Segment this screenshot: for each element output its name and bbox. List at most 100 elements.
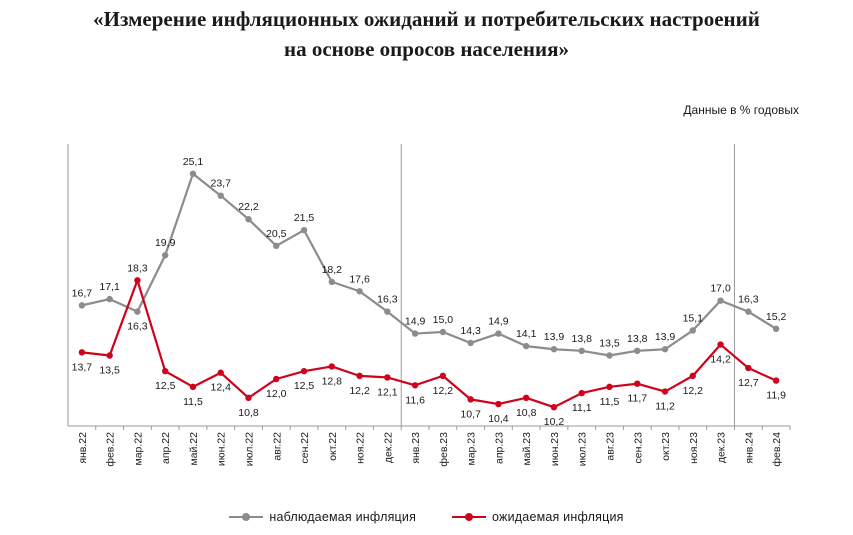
- data-point-expected: [300, 367, 308, 375]
- data-label-expected: 11,5: [600, 396, 620, 408]
- data-point-expected: [161, 367, 169, 375]
- data-label-expected: 11,9: [766, 390, 786, 402]
- data-point-observed: [522, 342, 530, 350]
- data-label-expected: 11,7: [627, 393, 647, 405]
- data-point-observed: [606, 352, 613, 359]
- data-point-observed: [328, 278, 336, 286]
- data-point-expected: [411, 382, 419, 389]
- data-point-observed: [273, 242, 280, 250]
- data-label-expected: 12,0: [266, 388, 287, 400]
- data-label-expected: 12,4: [211, 382, 232, 394]
- data-point-observed: [661, 346, 669, 353]
- x-tick-label: июл.22: [244, 432, 256, 466]
- data-label-observed: 20,5: [266, 228, 287, 240]
- data-point-expected: [356, 372, 363, 380]
- legend-item-observed: наблюдаемая инфляция: [229, 510, 416, 524]
- data-label-expected: 13,5: [99, 365, 120, 377]
- data-point-observed: [717, 297, 724, 304]
- x-tick-label: авг.22: [271, 432, 283, 461]
- data-point-expected: [439, 372, 447, 380]
- data-point-observed: [300, 226, 308, 234]
- data-label-observed: 21,5: [294, 212, 315, 224]
- legend-swatch-expected: [452, 511, 487, 523]
- data-label-observed: 14,1: [516, 328, 537, 340]
- x-tick-label: окт.22: [327, 432, 339, 461]
- data-label-expected: 18,3: [127, 262, 148, 274]
- data-point-observed: [384, 308, 391, 315]
- data-point-expected: [745, 364, 752, 372]
- data-point-observed: [634, 347, 641, 354]
- data-point-observed: [161, 252, 169, 259]
- data-label-expected: 11,2: [655, 401, 675, 413]
- x-tick-label: дек.22: [382, 432, 394, 463]
- data-point-observed: [217, 192, 224, 199]
- chart-title-line1: «Измерение инфляционных ожиданий и потре…: [93, 7, 760, 31]
- legend-label-observed: наблюдаемая инфляция: [269, 510, 417, 524]
- data-point-observed: [245, 216, 252, 223]
- data-label-observed: 16,3: [738, 294, 759, 306]
- data-label-observed: 23,7: [211, 178, 232, 190]
- data-label-observed: 17,0: [710, 283, 731, 295]
- data-point-observed: [689, 327, 697, 334]
- data-label-observed: 13,5: [599, 338, 620, 350]
- data-label-expected: 12,8: [322, 375, 343, 387]
- series-line-expected: [81, 279, 777, 409]
- legend-label-expected: ожидаемая инфляция: [492, 510, 624, 524]
- data-point-observed: [550, 346, 558, 353]
- x-tick-label: мар.22: [132, 432, 144, 466]
- x-tick-label: апр.23: [493, 432, 505, 464]
- data-point-expected: [689, 372, 697, 380]
- x-tick-label: янв.22: [77, 432, 89, 464]
- x-tick-label: ноя.23: [688, 432, 700, 464]
- x-tick-label: янв.23: [410, 432, 422, 464]
- data-label-expected: 11,5: [183, 396, 203, 408]
- data-point-expected: [578, 389, 585, 397]
- x-tick-label: янв.24: [743, 432, 755, 464]
- data-point-expected: [550, 404, 558, 411]
- chart-title: «Измерение инфляционных ожиданий и потре…: [0, 4, 853, 64]
- data-label-expected: 14,2: [710, 354, 731, 366]
- data-point-expected: [717, 341, 724, 348]
- data-point-expected: [606, 383, 613, 391]
- x-tick-label: ноя.22: [355, 432, 367, 464]
- data-label-expected: 12,5: [155, 380, 176, 392]
- data-point-observed: [745, 308, 752, 315]
- units-note: Данные в % годовых: [683, 103, 799, 117]
- data-point-expected: [467, 396, 474, 403]
- data-point-observed: [189, 170, 197, 177]
- data-label-expected: 12,5: [294, 380, 315, 392]
- series-line-observed: [81, 172, 777, 357]
- data-point-expected: [273, 375, 280, 383]
- chart-title-line2: на основе опросов населения»: [284, 37, 569, 61]
- data-point-expected: [328, 363, 336, 370]
- data-label-expected: 11,6: [405, 394, 425, 406]
- data-label-observed: 16,3: [127, 321, 148, 333]
- legend-item-expected: ожидаемая инфляция: [452, 510, 624, 524]
- data-label-expected: 10,8: [516, 407, 537, 419]
- data-label-observed: 17,1: [99, 281, 120, 293]
- data-point-expected: [245, 394, 252, 401]
- x-tick-label: июн.23: [549, 432, 561, 466]
- data-point-observed: [78, 302, 86, 309]
- data-label-observed: 14,9: [488, 316, 509, 328]
- data-point-expected: [217, 369, 224, 376]
- data-point-observed: [467, 339, 474, 347]
- data-label-observed: 16,3: [377, 294, 398, 306]
- x-tick-label: фев.23: [438, 432, 450, 467]
- data-label-expected: 10,8: [238, 407, 259, 419]
- data-label-expected: 11,1: [572, 402, 592, 414]
- data-label-observed: 18,2: [322, 264, 343, 276]
- data-label-observed: 25,1: [183, 156, 204, 168]
- x-tick-label: дек.23: [716, 432, 728, 463]
- data-label-expected: 12,2: [349, 385, 370, 397]
- x-tick-label: апр.22: [160, 432, 172, 464]
- data-label-expected: 10,2: [544, 416, 565, 428]
- data-point-observed: [411, 330, 419, 337]
- data-point-observed: [495, 330, 502, 337]
- data-point-observed: [134, 308, 141, 315]
- x-tick-label: мар.23: [466, 432, 478, 466]
- data-label-expected: 10,7: [460, 408, 481, 420]
- x-tick-label: фев.22: [105, 432, 117, 467]
- x-tick-label: окт.23: [660, 432, 672, 461]
- x-tick-label: авг.23: [605, 432, 617, 461]
